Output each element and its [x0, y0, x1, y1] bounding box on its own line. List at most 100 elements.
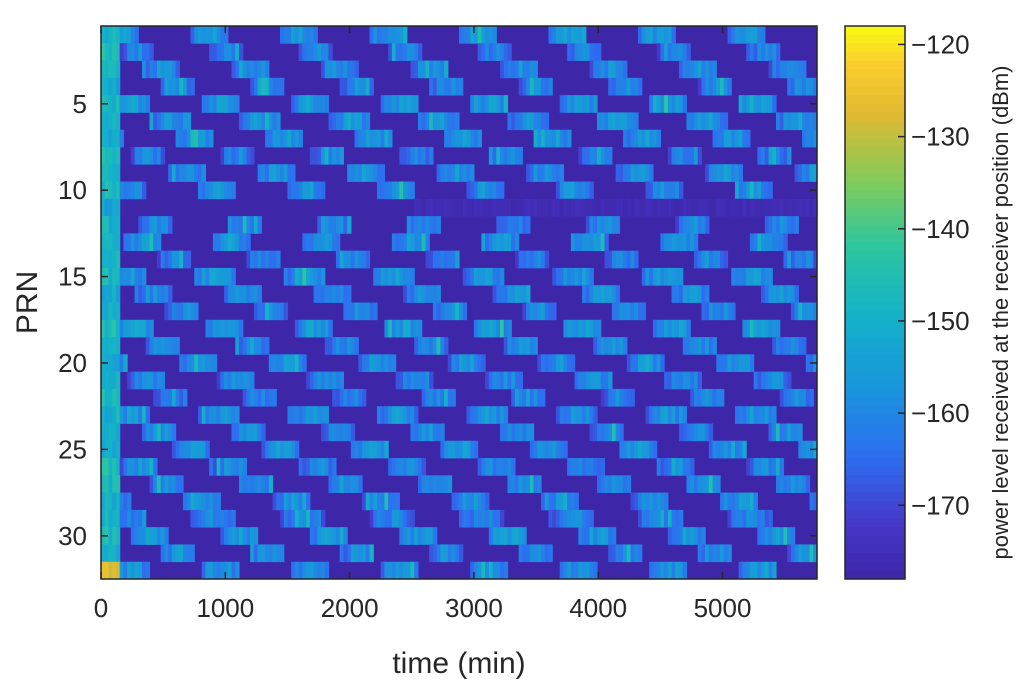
heatmap-cell — [604, 475, 609, 493]
heatmap-cell — [358, 112, 363, 131]
heatmap-cell — [134, 319, 139, 338]
heatmap-cell — [794, 164, 799, 182]
heatmap-cell — [339, 250, 344, 269]
heatmap-cell — [679, 95, 684, 113]
heatmap-cell — [645, 164, 650, 182]
heatmap-cell — [511, 371, 516, 390]
heatmap-cell — [101, 77, 106, 96]
heatmap-cell — [224, 26, 229, 44]
heatmap-cell — [503, 216, 509, 234]
heatmap-cell — [347, 77, 352, 96]
heatmap-cell — [582, 181, 587, 200]
heatmap-cell — [690, 337, 695, 355]
heatmap-cell — [343, 60, 348, 79]
heatmap-cell — [757, 43, 762, 61]
heatmap-cell — [298, 95, 303, 113]
heatmap-cell — [608, 371, 613, 390]
heatmap-cell — [500, 181, 505, 200]
heatmap-cell — [119, 509, 124, 528]
heatmap-cell — [720, 440, 725, 459]
heatmap-cell — [160, 423, 165, 442]
heatmap-cell — [101, 198, 106, 217]
heatmap-cell — [667, 406, 673, 424]
heatmap-cell — [455, 354, 460, 373]
heatmap-cell — [134, 95, 139, 113]
heatmap-cell — [115, 267, 121, 286]
heatmap-cell — [533, 475, 538, 493]
heatmap-cell — [660, 561, 665, 580]
heatmap-cell — [127, 561, 132, 580]
heatmap-cell — [790, 112, 796, 131]
heatmap-cell — [809, 129, 814, 148]
heatmap-cell — [280, 492, 285, 511]
heatmap-cell — [600, 371, 606, 390]
heatmap-cell — [384, 26, 389, 44]
colorbar-band — [845, 475, 905, 485]
heatmap-cell — [395, 371, 400, 390]
heatmap-cell — [347, 302, 352, 321]
heatmap-cell — [518, 112, 523, 131]
heatmap-cell — [235, 216, 240, 234]
heatmap-cell — [522, 475, 527, 493]
heatmap-cell — [466, 164, 471, 182]
heatmap-cell — [514, 216, 520, 234]
heatmap-cell — [455, 112, 460, 131]
heatmap-cell — [268, 544, 274, 563]
heatmap-cell — [261, 440, 266, 459]
heatmap-cell — [552, 354, 557, 373]
heatmap-cell — [447, 544, 453, 563]
heatmap-cell — [690, 458, 695, 476]
heatmap-cell — [347, 250, 352, 269]
heatmap-cell — [511, 198, 516, 217]
heatmap-cell — [794, 285, 799, 303]
heatmap-cell — [619, 337, 624, 355]
colorbar-band — [845, 535, 905, 545]
heatmap-cell — [630, 250, 635, 269]
heatmap-cell — [522, 198, 527, 217]
heatmap-cell — [693, 388, 699, 407]
heatmap-cell — [798, 198, 803, 217]
heatmap-cell — [115, 198, 121, 217]
heatmap-cell — [313, 285, 318, 303]
heatmap-cell — [380, 509, 386, 528]
heatmap-cell — [567, 509, 572, 528]
heatmap-cell — [727, 198, 732, 217]
heatmap-cell — [660, 267, 665, 286]
heatmap-cell — [171, 77, 177, 96]
heatmap-cell — [567, 26, 572, 44]
heatmap-cell — [145, 95, 151, 113]
heatmap-cell — [429, 475, 434, 493]
heatmap-cell — [809, 492, 814, 511]
heatmap-cell — [317, 319, 322, 338]
heatmap-cell — [108, 112, 113, 131]
heatmap-cell — [593, 527, 598, 545]
heatmap-cell — [682, 60, 688, 79]
heatmap-cell — [294, 509, 300, 528]
heatmap-cell — [667, 146, 673, 165]
heatmap-cell — [108, 492, 113, 511]
heatmap-cell — [149, 112, 154, 131]
heatmap-cell — [518, 527, 523, 545]
heatmap-cell — [257, 423, 262, 442]
heatmap-cell — [119, 319, 124, 338]
heatmap-cell — [421, 388, 427, 407]
heatmap-cell — [488, 267, 494, 286]
heatmap-cell — [171, 337, 177, 355]
heatmap-cell — [313, 561, 318, 580]
heatmap-cell — [477, 181, 482, 200]
colorbar-band — [845, 77, 905, 87]
heatmap-cell — [675, 509, 680, 528]
heatmap-cell — [406, 43, 412, 61]
heatmap-cell — [582, 458, 587, 476]
heatmap-cell — [104, 112, 110, 131]
heatmap-cell — [216, 319, 221, 338]
heatmap-cell — [101, 492, 106, 511]
heatmap-cell — [705, 285, 710, 303]
heatmap-cell — [250, 371, 255, 390]
heatmap-cell — [365, 77, 371, 96]
colorbar-tick-label: −140 — [911, 214, 970, 244]
heatmap-cell — [294, 26, 300, 44]
heatmap-cell — [376, 164, 382, 182]
heatmap-cell — [500, 561, 505, 580]
heatmap-cell — [675, 146, 680, 165]
